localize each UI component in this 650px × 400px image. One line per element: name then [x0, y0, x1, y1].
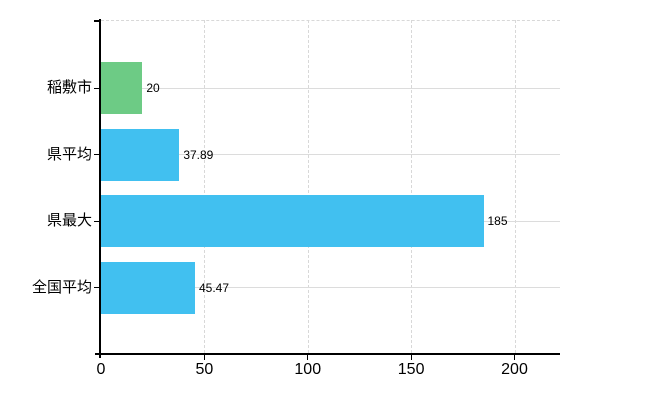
chart-bar	[101, 62, 143, 114]
vertical-gridline	[307, 20, 309, 353]
x-tick-label: 50	[195, 361, 214, 378]
x-axis-tick	[514, 355, 515, 360]
vertical-gridline	[204, 20, 206, 353]
y-axis-tick	[94, 87, 101, 89]
vertical-gridline	[411, 20, 413, 353]
y-axis-tick	[94, 220, 101, 222]
y-axis-tick	[94, 154, 101, 155]
category-label: 県平均	[46, 145, 92, 163]
x-axis-tick	[203, 355, 205, 360]
plot-area-top-border	[101, 20, 560, 21]
y-axis-line	[99, 19, 101, 358]
chart-bar	[101, 195, 484, 247]
x-axis-line	[95, 353, 560, 355]
x-axis-tick	[307, 355, 309, 360]
category-label: 県最大	[46, 212, 92, 229]
chart-bar	[101, 128, 180, 181]
bar-value-label: 185	[487, 214, 508, 228]
y-axis-tick	[94, 287, 101, 288]
x-tick-label: 150	[397, 361, 425, 378]
row-gridline	[101, 154, 560, 155]
category-label: 稲敷市	[46, 79, 92, 96]
row-gridline	[101, 287, 560, 288]
y-axis-top-tick	[94, 20, 101, 22]
x-tick-label: 0	[96, 361, 106, 378]
x-tick-label: 200	[501, 361, 528, 378]
bar-value-label: 20	[146, 81, 160, 95]
category-label: 全国平均	[31, 278, 92, 296]
bar-value-label: 37.89	[183, 147, 214, 162]
row-gridline	[101, 87, 560, 89]
vertical-gridline	[514, 20, 516, 353]
x-tick-label: 100	[294, 361, 322, 378]
x-axis-tick	[410, 355, 412, 360]
chart-bar	[101, 261, 195, 314]
bar-value-label: 45.47	[199, 280, 230, 295]
